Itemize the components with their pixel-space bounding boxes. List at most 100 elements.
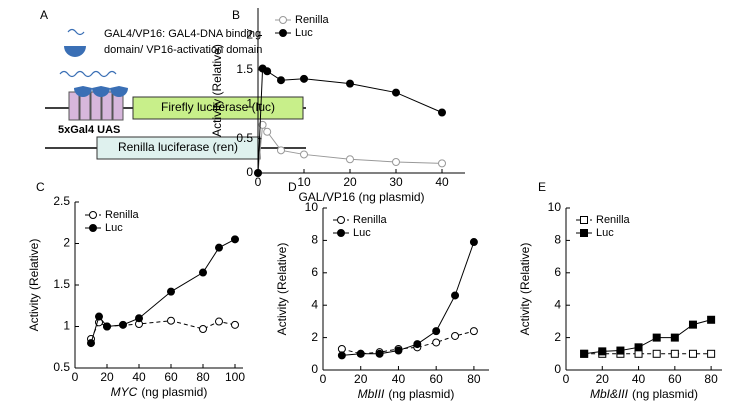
chart: 0 2 4 6 8 10 0 20 40 60 80 Activity (Relative) MbIII… — [275, 200, 489, 401]
x-axis-label: MYC (ng plasmid) — [111, 385, 208, 399]
point — [277, 146, 285, 155]
point — [598, 347, 607, 356]
y-tick-label: 8 — [554, 233, 561, 247]
point — [438, 108, 446, 117]
point — [469, 327, 478, 336]
panel-label: C — [36, 180, 45, 194]
point — [87, 339, 95, 348]
y-tick-label: 0 — [311, 362, 318, 376]
point — [652, 349, 661, 358]
point — [634, 349, 643, 358]
point — [254, 169, 262, 177]
protein-icon — [64, 46, 86, 57]
point — [263, 127, 272, 136]
protein-tail — [67, 28, 85, 36]
point — [707, 349, 716, 358]
legend-label: Renilla — [596, 214, 631, 226]
point — [634, 343, 643, 352]
panel-label: B — [232, 8, 240, 22]
y-tick-label: 1 — [63, 319, 70, 333]
y-axis-label: Activity (Relative) — [518, 243, 532, 336]
chart: 0 2 4 6 8 10 0 20 40 60 80 Activity (Relative) MbI&I… — [518, 200, 722, 401]
series-line — [257, 123, 443, 174]
point — [432, 327, 441, 336]
x-tick-label: 0 — [255, 175, 262, 189]
x-axis-label: MbIII (ng plasmid) — [358, 387, 455, 401]
panel-label: E — [538, 180, 546, 194]
legend-marker — [89, 224, 97, 232]
x-tick-label: 30 — [389, 175, 403, 189]
point — [394, 346, 403, 355]
y-tick-label: 4 — [311, 297, 318, 311]
point — [199, 324, 207, 333]
y-tick-label: 6 — [311, 265, 318, 279]
x-tick-label: 40 — [392, 372, 406, 386]
y-tick-label: 0.5 — [236, 131, 253, 145]
y-axis-label: Activity (Relative) — [275, 243, 289, 336]
point — [167, 316, 175, 325]
point — [346, 79, 354, 88]
legend-marker — [580, 216, 588, 224]
x-tick-label: 20 — [596, 372, 610, 386]
point — [670, 333, 679, 342]
legend-marker — [337, 229, 345, 237]
gene-label: Firefly luciferase (luc) — [161, 100, 275, 114]
legend-label: Luc — [105, 222, 123, 234]
x-tick-label: 20 — [343, 175, 357, 189]
point — [95, 312, 103, 321]
y-tick-label: 1 — [246, 96, 253, 110]
legend-label: Luc — [596, 227, 614, 239]
point — [103, 322, 111, 331]
point — [215, 243, 223, 252]
legend-marker — [279, 29, 287, 37]
unit: (ng plasmid) — [388, 387, 454, 401]
uas-box — [68, 91, 80, 121]
point — [263, 67, 272, 76]
point — [135, 314, 143, 323]
panel-label: D — [288, 180, 297, 194]
point — [580, 349, 589, 358]
x-tick-label: 40 — [132, 370, 146, 384]
point — [258, 120, 267, 129]
point — [231, 320, 239, 329]
gene-name: MYC — [111, 385, 138, 399]
series-line — [90, 238, 236, 344]
x-axis-label: MbI&III (ng plasmid) — [590, 387, 698, 401]
y-axis-label: Activity (Relative) — [210, 44, 224, 137]
uas-label: 5xGal4 UAS — [58, 124, 120, 136]
point — [392, 88, 400, 97]
y-tick-label: 2 — [246, 28, 253, 42]
legend-marker — [580, 229, 588, 237]
construct-diagram: GAL4/VP16: GAL4-DNA binding domain/ VP16… — [45, 28, 306, 160]
y-tick-label: 4 — [554, 297, 561, 311]
x-tick-label: 60 — [164, 370, 178, 384]
point — [346, 155, 354, 164]
legend-label: Renilla — [105, 209, 140, 221]
x-tick-label: 0 — [563, 372, 570, 386]
legend-marker — [279, 16, 287, 24]
point — [337, 344, 346, 353]
point — [432, 338, 441, 347]
protein-tail — [59, 70, 117, 78]
point — [413, 340, 422, 349]
point — [451, 331, 460, 340]
point — [451, 291, 460, 300]
x-tick-label: 10 — [297, 175, 311, 189]
point — [688, 320, 697, 329]
y-tick-label: 2.5 — [53, 194, 70, 208]
legend-label: Renilla — [295, 14, 330, 26]
point — [337, 351, 346, 360]
point — [119, 320, 127, 329]
x-tick-label: 40 — [435, 175, 449, 189]
y-tick-label: 8 — [311, 233, 318, 247]
y-axis-label: Activity (Relative) — [27, 239, 41, 332]
legend-text: GAL4/VP16: GAL4-DNA binding — [104, 28, 261, 40]
y-tick-label: 2 — [554, 330, 561, 344]
x-tick-label: 60 — [430, 372, 444, 386]
point — [375, 349, 384, 358]
x-tick-label: 0 — [72, 370, 79, 384]
point — [300, 74, 308, 83]
unit: (ng plasmid) — [141, 385, 207, 399]
